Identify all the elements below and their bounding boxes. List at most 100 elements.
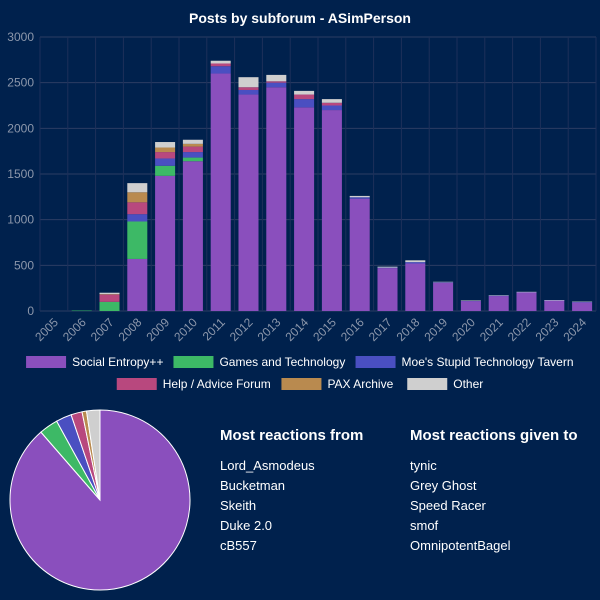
reactions-given-item: tynic <box>410 458 437 473</box>
reactions-from-item: Skeith <box>220 498 257 513</box>
bar-segment <box>182 139 203 144</box>
x-tick-label: 2005 <box>32 315 61 344</box>
bar-segment <box>71 310 92 312</box>
x-tick-label: 2014 <box>282 315 311 344</box>
bar-segment <box>99 294 120 302</box>
y-tick-label: 0 <box>27 304 34 318</box>
x-tick-label: 2015 <box>310 315 339 344</box>
bar-segment <box>433 282 454 311</box>
bar-segment <box>99 294 120 295</box>
y-tick-label: 500 <box>14 258 34 272</box>
x-tick-label: 2016 <box>338 315 367 344</box>
bar-segment <box>405 263 426 311</box>
bar-segment <box>349 197 370 199</box>
reactions-from-item: Lord_Asmodeus <box>220 458 315 473</box>
x-tick-label: 2017 <box>366 315 395 344</box>
bar-segment <box>182 152 203 158</box>
x-tick-label: 2009 <box>143 315 172 344</box>
bar-segment <box>321 99 342 103</box>
most-reactions-given-title: Most reactions given to <box>410 427 578 444</box>
bar-segment <box>266 74 287 82</box>
x-tick-label: 2019 <box>421 315 450 344</box>
x-tick-label: 2006 <box>60 315 89 344</box>
bar-segment <box>210 63 231 67</box>
bar-segment <box>405 260 426 263</box>
bar-segment <box>294 90 315 95</box>
bar-segment <box>99 292 120 295</box>
bar-segment <box>460 300 481 311</box>
bar-segment <box>377 266 398 268</box>
bar-segment <box>433 282 454 283</box>
bar-segment <box>182 146 203 153</box>
legend-swatch <box>26 356 67 368</box>
x-tick-label: 2008 <box>116 315 145 344</box>
bar-segment <box>572 301 593 303</box>
bar-segment <box>127 214 148 222</box>
bar-segment <box>349 195 370 198</box>
bar-segment <box>155 147 176 153</box>
bar-segment <box>238 87 259 90</box>
y-tick-label: 1500 <box>7 167 34 181</box>
most-reactions-from-list: Lord_Asmodeus Bucketman Skeith Duke 2.0 … <box>220 458 315 558</box>
bar-segment <box>238 77 259 88</box>
bar-segment <box>127 221 148 259</box>
bar-segment <box>544 300 565 301</box>
bar-segment <box>488 295 509 311</box>
x-tick-label: 2012 <box>227 315 256 344</box>
bar-segment <box>572 302 593 311</box>
reactions-given-item: Grey Ghost <box>410 478 477 493</box>
x-tick-label: 2021 <box>477 315 506 344</box>
bar-segment <box>433 281 454 283</box>
bar-segment <box>182 161 203 311</box>
legend-label: Help / Advice Forum <box>163 377 271 391</box>
bar-segment <box>155 142 176 148</box>
bar-segment <box>488 295 509 297</box>
legend-label: Moe's Stupid Technology Tavern <box>402 355 574 369</box>
bar-segment <box>294 107 315 312</box>
x-tick-label: 2023 <box>533 315 562 344</box>
bar-segment <box>155 175 176 311</box>
y-tick-label: 3000 <box>7 30 34 44</box>
bar-segment <box>182 157 203 162</box>
bar-segment <box>127 192 148 203</box>
legend-swatch <box>281 378 322 390</box>
bar-segment <box>127 258 148 311</box>
legend-swatch <box>407 378 448 390</box>
bar-segment <box>155 152 176 159</box>
x-tick-label: 2011 <box>200 315 228 343</box>
bar-segment <box>266 87 287 311</box>
bar-segment <box>182 143 203 147</box>
reactions-from-item: Duke 2.0 <box>220 518 273 533</box>
legend-swatch <box>355 356 396 368</box>
x-tick-label: 2018 <box>394 315 423 344</box>
x-tick-label: 2022 <box>505 315 534 344</box>
bar-segment <box>460 300 481 301</box>
most-reactions-given-list: tynic Grey Ghost Speed Racer smof Omnipo… <box>410 458 510 558</box>
bar-segment <box>127 183 148 193</box>
bar-segment <box>405 262 426 264</box>
bar-segment <box>321 105 342 111</box>
x-tick-label: 2007 <box>88 315 117 344</box>
bar-segment <box>349 198 370 311</box>
x-tick-label: 2010 <box>171 315 200 344</box>
bar-segment <box>210 60 231 64</box>
y-tick-label: 1000 <box>7 213 34 227</box>
legend-swatch <box>116 378 157 390</box>
y-tick-label: 2500 <box>7 76 34 90</box>
bar-segment <box>572 302 593 303</box>
legend-label: Social Entropy++ <box>72 355 163 369</box>
bar-segment <box>155 158 176 166</box>
most-reactions-from-title: Most reactions from <box>220 427 364 444</box>
bar-segment <box>294 99 315 108</box>
bar-segment <box>238 94 259 311</box>
legend-label: PAX Archive <box>327 377 393 391</box>
bar-segment <box>377 267 398 269</box>
bar-segment <box>266 81 287 83</box>
bar-segment <box>99 301 120 311</box>
bar-segment <box>127 202 148 215</box>
legend-swatch <box>173 356 214 368</box>
reactions-given-item: OmnipotentBagel <box>410 538 511 553</box>
reactions-given-item: Speed Racer <box>410 498 486 513</box>
x-tick-label: 2013 <box>255 315 284 344</box>
